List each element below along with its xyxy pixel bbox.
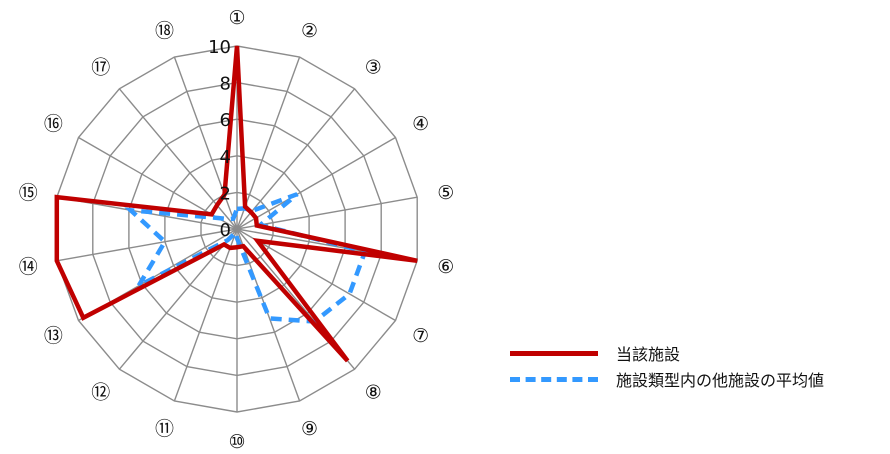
axis-label-10: ⑩	[228, 431, 245, 450]
grid-spoke-4	[236, 136, 396, 230]
tick-label-8: 8	[220, 74, 231, 95]
grid-spoke-7	[236, 228, 396, 322]
axis-label-4: ④	[412, 113, 429, 135]
legend: 当該施設 施設類型内の他施設の平均値	[510, 340, 824, 392]
axis-label-8: ⑧	[365, 381, 382, 403]
tick-label-4: 4	[220, 147, 231, 168]
grid-spoke-12	[118, 228, 238, 370]
grid-spoke-2	[236, 56, 301, 230]
axis-label-15: ⑮	[19, 182, 38, 204]
tick-label-0: 0	[220, 220, 231, 241]
grid-spoke-3	[236, 88, 356, 230]
axis-label-7: ⑦	[412, 325, 429, 347]
axis-label-16: ⑯	[44, 113, 63, 135]
legend-entry-facility: 当該施設	[510, 340, 824, 366]
tick-label-10: 10	[208, 37, 231, 58]
radar-label-layer: 0 2 4 6 8 10 ① ② ③ ④ ⑤ ⑥ ⑦ ⑧ ⑨ ⑩ ⑪ ⑫ ⑬ ⑭ ⑮ ⑯ ⑰ ⑱	[19, 7, 455, 453]
axis-label-6: ⑥	[437, 256, 454, 278]
grid-spoke-11	[173, 228, 238, 402]
legend-swatch-facility	[510, 350, 598, 356]
axis-label-9: ⑨	[301, 418, 318, 440]
legend-entry-average: 施設類型内の他施設の平均値	[510, 366, 824, 392]
series-line-0	[54, 45, 418, 363]
axis-label-18: ⑱	[155, 20, 174, 42]
axis-label-2: ②	[301, 20, 318, 42]
axis-label-17: ⑰	[91, 57, 110, 79]
series-line-1	[124, 192, 368, 324]
grid-spoke-5	[236, 196, 418, 230]
grid-spoke-9	[236, 228, 301, 402]
radar-grid	[56, 45, 418, 413]
axis-label-1: ①	[228, 7, 245, 29]
legend-label-facility: 当該施設	[616, 345, 681, 364]
axis-label-12: ⑫	[91, 381, 110, 403]
axis-label-3: ③	[365, 57, 382, 79]
grid-spoke-18	[173, 56, 238, 230]
legend-swatch-average	[510, 376, 598, 382]
axis-label-5: ⑤	[437, 182, 454, 204]
tick-label-6: 6	[220, 110, 231, 131]
radar-series-layer	[54, 45, 418, 363]
legend-label-average: 施設類型内の他施設の平均値	[616, 371, 825, 390]
axis-label-13: ⑬	[44, 325, 63, 347]
axis-label-11: ⑪	[155, 418, 174, 440]
axis-label-14: ⑭	[19, 256, 38, 278]
tick-label-2: 2	[220, 183, 231, 204]
grid-spoke-14	[56, 228, 238, 262]
